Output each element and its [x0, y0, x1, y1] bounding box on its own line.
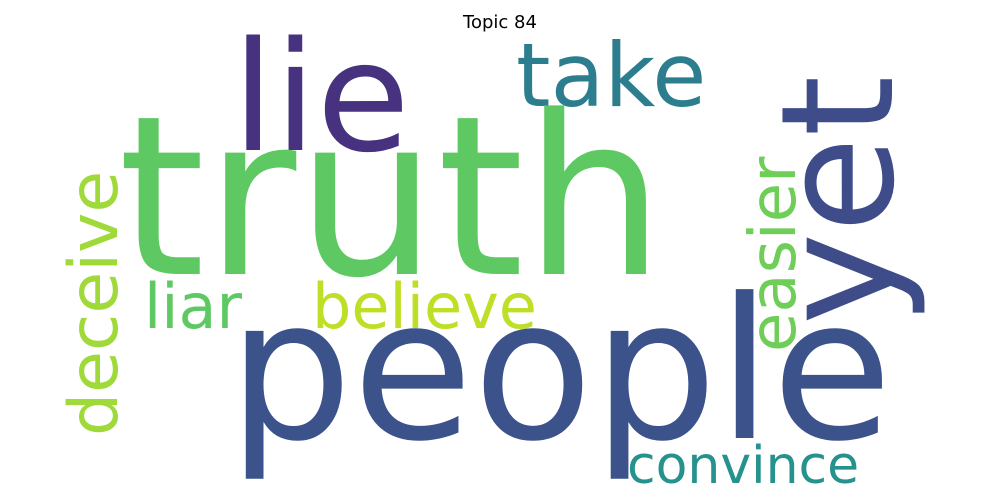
word-lie: lie [232, 9, 410, 186]
word-convince: convince [627, 436, 859, 496]
word-people: people [228, 257, 892, 485]
word-deceive: deceive [55, 171, 134, 436]
word-truth: truth [118, 69, 665, 327]
figure-title: Topic 84 [463, 12, 537, 33]
word-easier: easier [737, 156, 811, 352]
word-believe: believe [312, 270, 537, 343]
word-liar: liar [144, 270, 242, 343]
word-take: take [516, 24, 706, 127]
word-yet: yet [747, 76, 929, 325]
